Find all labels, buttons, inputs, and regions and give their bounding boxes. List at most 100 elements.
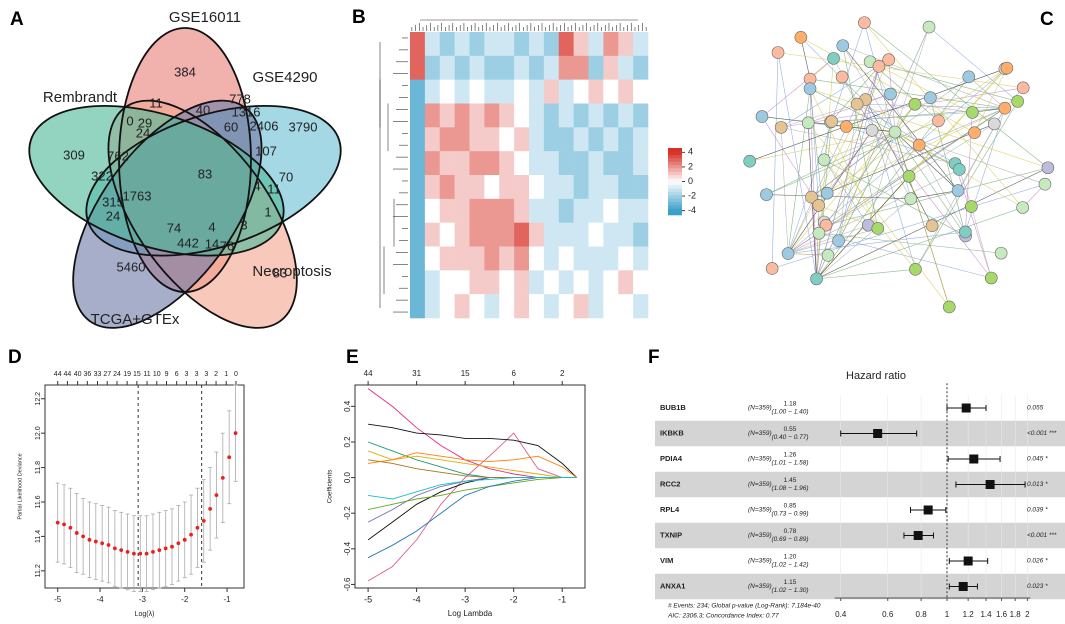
heat-cell bbox=[588, 127, 604, 152]
point bbox=[189, 532, 193, 537]
heat-cell bbox=[469, 246, 485, 271]
heat-cell bbox=[529, 79, 545, 104]
edge bbox=[842, 45, 896, 133]
heat-cell bbox=[618, 198, 634, 223]
panel-label: B bbox=[352, 7, 366, 28]
gene-name: TXNIP bbox=[660, 530, 682, 539]
heat-cell bbox=[410, 222, 426, 247]
heat-cell bbox=[499, 246, 515, 271]
heat-cell bbox=[633, 175, 649, 200]
top-tick-label: 1 bbox=[224, 371, 228, 378]
plot-frame bbox=[354, 384, 586, 589]
top-tick-label: 36 bbox=[83, 371, 91, 378]
node bbox=[832, 234, 845, 247]
n-label: (N=359) bbox=[748, 481, 772, 488]
heat-cell bbox=[454, 198, 470, 223]
heat-cell bbox=[439, 127, 455, 152]
heat-cell bbox=[410, 198, 426, 223]
heat-cell bbox=[558, 175, 574, 200]
heat-cell bbox=[514, 32, 530, 57]
heat-cell bbox=[573, 103, 589, 128]
heat-cell bbox=[424, 222, 441, 247]
gene-name: VIM bbox=[660, 556, 673, 565]
heat-cell bbox=[484, 198, 500, 223]
colorbar-step bbox=[668, 211, 682, 216]
heat-cell bbox=[603, 198, 619, 223]
point bbox=[214, 493, 219, 498]
point bbox=[208, 506, 213, 511]
heat-cell bbox=[633, 198, 649, 223]
edge bbox=[771, 52, 779, 269]
heat-cell bbox=[558, 270, 574, 295]
edge bbox=[749, 131, 896, 162]
heat-cell bbox=[469, 32, 485, 57]
panel-label: D bbox=[8, 347, 22, 368]
coef-path bbox=[368, 423, 578, 478]
node bbox=[1000, 61, 1014, 75]
point bbox=[201, 519, 206, 523]
edge bbox=[749, 68, 1006, 162]
heat-cell bbox=[410, 32, 426, 57]
heat-cell bbox=[514, 127, 530, 152]
x-tick-label: -3 bbox=[461, 594, 469, 604]
heat-cell bbox=[529, 151, 545, 176]
heat-cell bbox=[603, 55, 619, 80]
heat-cell bbox=[588, 222, 604, 247]
x-tick-label: -4 bbox=[96, 595, 104, 604]
x-tick-label: -1 bbox=[558, 594, 566, 604]
colorbar-step bbox=[668, 148, 682, 152]
row-band bbox=[655, 522, 1065, 549]
x-axis-title: Log Lambda bbox=[448, 609, 493, 618]
hr-label: 0.85 bbox=[784, 503, 797, 510]
heat-cell bbox=[588, 79, 604, 104]
region-count: 107 bbox=[255, 143, 277, 158]
node bbox=[909, 263, 922, 276]
region-count: 384 bbox=[174, 64, 196, 79]
set-label: Rembrandt bbox=[43, 89, 118, 106]
edge bbox=[915, 101, 1018, 270]
ci-label: (0.69 − 0.89) bbox=[771, 536, 808, 543]
node bbox=[1011, 95, 1024, 108]
top-tick-label: 44 bbox=[64, 371, 72, 378]
panel-label: A bbox=[10, 9, 24, 30]
heat-cell bbox=[618, 79, 634, 104]
heat-cell bbox=[469, 151, 485, 176]
node bbox=[872, 60, 886, 73]
node bbox=[882, 53, 896, 67]
p-label: 0.055 bbox=[1027, 405, 1044, 412]
coef-path bbox=[367, 477, 577, 559]
node bbox=[1038, 177, 1052, 191]
heat-cell bbox=[439, 32, 455, 57]
set-outline bbox=[28, 104, 285, 257]
hr-label: 0.78 bbox=[784, 528, 797, 535]
heat-cell bbox=[618, 151, 634, 176]
node bbox=[953, 163, 966, 176]
heat-cell bbox=[439, 55, 455, 80]
point bbox=[93, 539, 98, 544]
top-tick-label: 40 bbox=[74, 371, 82, 378]
region-count: 11 bbox=[267, 181, 281, 196]
heat-cell bbox=[529, 32, 545, 57]
heat-cell bbox=[484, 151, 500, 176]
edge bbox=[827, 107, 1005, 194]
edge bbox=[971, 206, 992, 279]
heat-cell bbox=[588, 103, 604, 128]
heat-cell bbox=[618, 32, 634, 57]
edge bbox=[864, 22, 1023, 208]
footnote: AIC: 2306.3; Concordance Index: 0.77 bbox=[667, 613, 779, 620]
point bbox=[138, 551, 143, 556]
heat-cell bbox=[558, 222, 574, 247]
heat-cell bbox=[514, 294, 530, 319]
ci-label: (1.02 − 1.42) bbox=[771, 562, 808, 569]
n-label: (N=359) bbox=[748, 456, 772, 463]
heat-cell bbox=[529, 175, 545, 200]
edge bbox=[894, 131, 959, 191]
top-tick-label: 2 bbox=[560, 369, 565, 378]
ci-label: (0.73 − 0.99) bbox=[771, 511, 808, 518]
x-tick-label: 0.6 bbox=[882, 610, 894, 619]
heat-cell bbox=[499, 55, 515, 80]
point bbox=[68, 525, 73, 530]
edge bbox=[838, 104, 858, 241]
heat-cell bbox=[603, 222, 619, 247]
region-count: 3790 bbox=[289, 119, 318, 134]
